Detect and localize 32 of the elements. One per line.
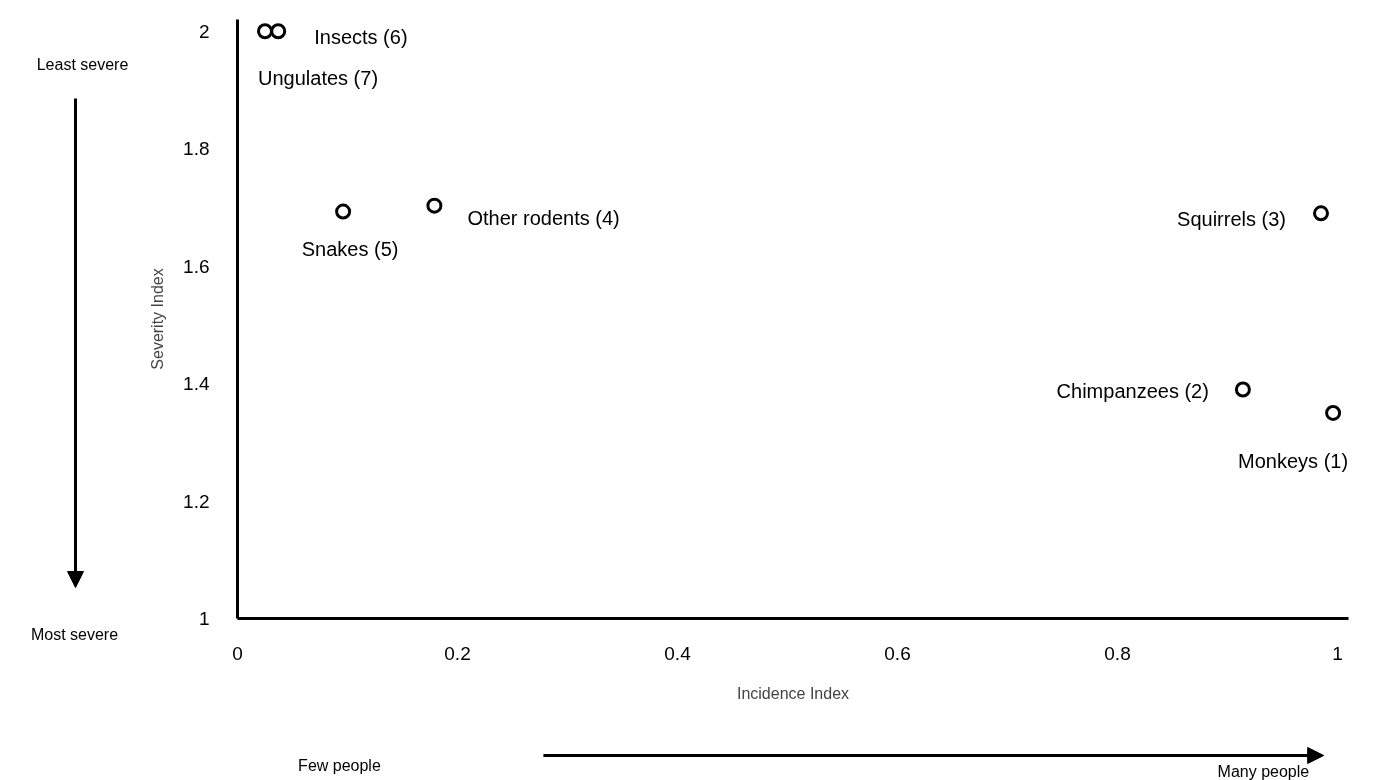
annotation: Monkeys (1)	[1238, 449, 1349, 472]
point	[257, 23, 273, 40]
text: Few people	[298, 757, 381, 774]
point	[335, 203, 352, 220]
text: Most severe	[30, 626, 119, 643]
point	[270, 23, 287, 40]
point	[426, 197, 443, 214]
x-tick-label: 0	[232, 642, 243, 664]
annotation: Other rodents (4)	[467, 206, 620, 229]
y-tick-label: 1	[198, 608, 210, 629]
annotation: Squirrels (3)	[1177, 208, 1287, 231]
annotation: Chimpanzees (2)	[1056, 380, 1209, 403]
annotation: Insects (6)	[314, 26, 408, 49]
y-tick-label: 1.8	[183, 138, 210, 160]
text: Least severe	[36, 56, 129, 73]
y-tick-label: 1.4	[183, 373, 210, 395]
x-tick-label: 1	[1332, 642, 1343, 664]
y-tick-label: 1.6	[183, 255, 210, 277]
annotation: Snakes (5)	[301, 237, 399, 260]
y-tick-label: 1.2	[183, 490, 210, 512]
y-axis-title: Severity Index	[149, 268, 167, 370]
x-tick-label: 0.6	[884, 642, 911, 664]
y-tick-label: 2	[198, 20, 210, 42]
annotation: Ungulates (7)	[258, 67, 379, 90]
point	[1234, 381, 1251, 398]
x-tick-label: 0.8	[1104, 642, 1131, 664]
x-axis-title: Incidence Index	[736, 684, 850, 702]
point	[1325, 404, 1342, 421]
text: Many people	[1217, 763, 1310, 780]
point	[1313, 205, 1329, 222]
x-tick-label: 0.4	[664, 642, 692, 664]
x-tick-label: 0.2	[444, 642, 471, 664]
